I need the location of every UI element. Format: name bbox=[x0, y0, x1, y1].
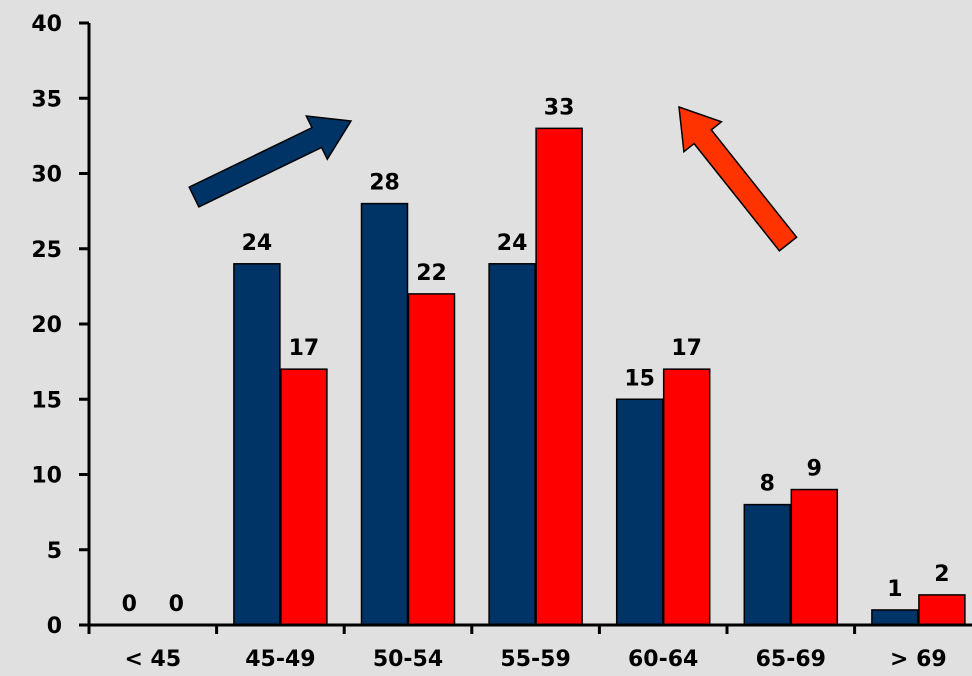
y-tick-label: 25 bbox=[31, 238, 62, 263]
data-label-series1-5: 8 bbox=[760, 472, 775, 497]
y-tick-label: 15 bbox=[31, 388, 62, 413]
bar-series1-3 bbox=[488, 263, 536, 626]
data-label-series2-2: 22 bbox=[416, 261, 447, 286]
y-tick-label: 0 bbox=[47, 614, 62, 639]
bar-series2-4 bbox=[662, 368, 711, 626]
data-label-series1-2: 28 bbox=[369, 171, 400, 196]
data-label-series1-4: 15 bbox=[624, 366, 655, 391]
data-label-series2-4: 17 bbox=[671, 336, 702, 361]
data-label-series1-3: 24 bbox=[497, 231, 528, 256]
red-trend-arrow-icon bbox=[678, 105, 798, 252]
x-tick-label: 60-64 bbox=[628, 647, 698, 672]
data-label-series2-1: 17 bbox=[289, 336, 320, 361]
bar-series2-3 bbox=[535, 127, 583, 626]
bar-series1-4 bbox=[615, 398, 664, 626]
y-tick-label: 20 bbox=[31, 313, 62, 338]
x-tick-label: 55-59 bbox=[500, 647, 570, 672]
y-tick-label: 40 bbox=[31, 12, 62, 37]
y-tick-label: 5 bbox=[47, 539, 62, 564]
data-label-series1-1: 24 bbox=[242, 231, 273, 256]
data-label-series2-0: 0 bbox=[169, 592, 184, 617]
bar-series2-6 bbox=[918, 594, 966, 626]
bars-layer bbox=[233, 127, 966, 626]
bar-series1-6 bbox=[871, 609, 919, 626]
x-tick-label: 50-54 bbox=[373, 647, 443, 672]
bar-series1-5 bbox=[743, 503, 792, 626]
y-tick-label: 35 bbox=[31, 87, 62, 112]
bar-series1-1 bbox=[233, 263, 281, 626]
data-label-series2-3: 33 bbox=[544, 95, 575, 120]
bar-series2-1 bbox=[280, 368, 328, 626]
annotations-layer bbox=[188, 105, 798, 252]
x-tick-label: 65-69 bbox=[756, 647, 826, 672]
data-label-series1-0: 0 bbox=[122, 592, 137, 617]
bar-series2-2 bbox=[407, 293, 456, 626]
data-label-series2-5: 9 bbox=[807, 457, 822, 482]
data-label-series1-6: 1 bbox=[887, 577, 902, 602]
blue-trend-arrow-icon bbox=[188, 115, 353, 208]
bar-series2-5 bbox=[790, 488, 839, 626]
x-tick-label: < 45 bbox=[124, 647, 181, 672]
x-tick-label: 45-49 bbox=[245, 647, 315, 672]
x-tick-label: > 69 bbox=[890, 647, 947, 672]
data-label-series2-6: 2 bbox=[934, 562, 949, 587]
bar-series1-2 bbox=[360, 202, 409, 626]
y-tick-label: 30 bbox=[31, 163, 62, 188]
data-labels-layer: 0 0 24 17 28 22 24 33 15 17 8 9 1 2 bbox=[122, 95, 950, 617]
y-tick-label: 10 bbox=[31, 464, 62, 489]
